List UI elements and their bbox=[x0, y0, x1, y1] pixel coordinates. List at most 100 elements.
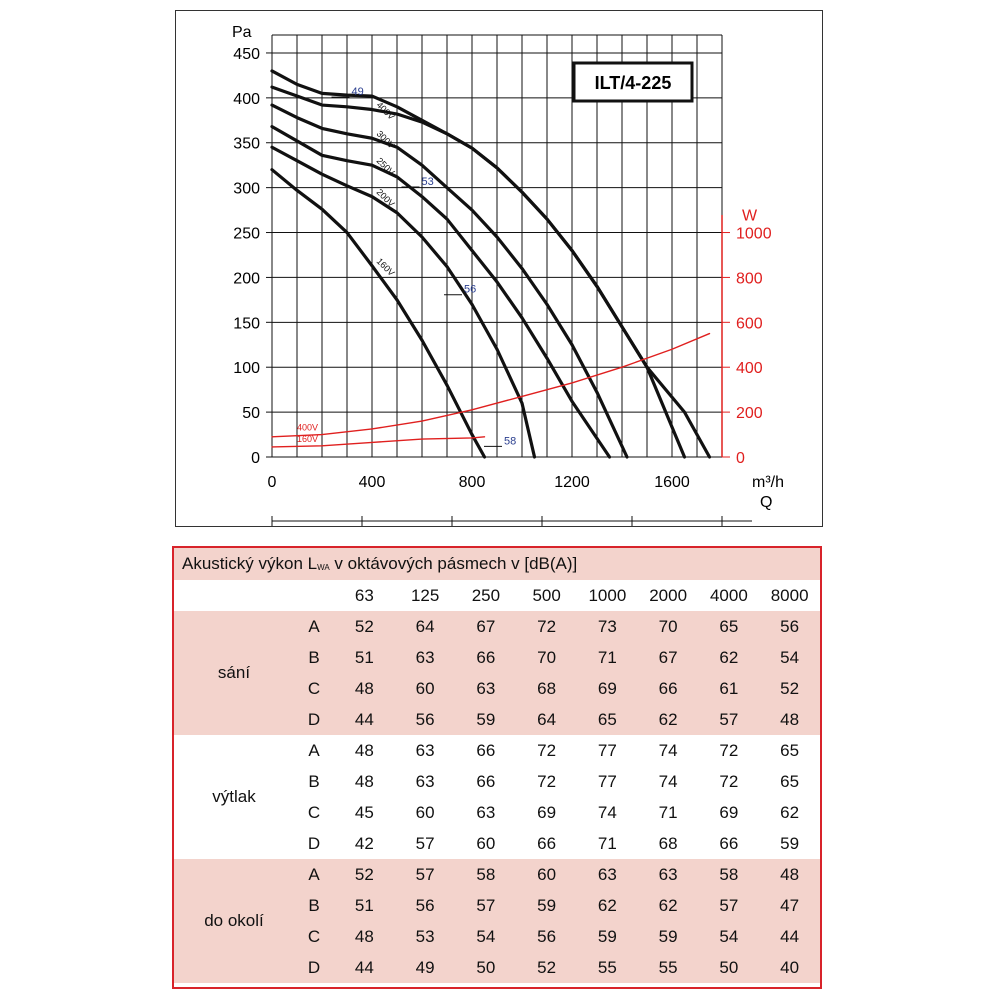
table-row: C 45 60 63 69 74 71 69 62 bbox=[174, 797, 820, 828]
table-cell: 74 bbox=[577, 797, 638, 828]
pressure-curve bbox=[270, 124, 612, 459]
y-axis-label: Pa bbox=[232, 24, 252, 41]
table-cell: 77 bbox=[577, 735, 638, 766]
table-cell: 68 bbox=[637, 828, 699, 859]
header-band: 63 bbox=[334, 580, 395, 611]
y-tick-label: 450 bbox=[233, 46, 260, 63]
efficiency-annotation: 56 bbox=[464, 284, 476, 296]
table-cell: 72 bbox=[516, 766, 577, 797]
table-cell: 70 bbox=[637, 611, 699, 642]
table-cell: 72 bbox=[516, 611, 577, 642]
table-cell: 56 bbox=[394, 704, 456, 735]
table-cell: 67 bbox=[455, 611, 517, 642]
table-cell: 66 bbox=[455, 735, 517, 766]
table-cell: 52 bbox=[759, 673, 820, 704]
table-cell: 71 bbox=[577, 828, 638, 859]
row-id: D bbox=[294, 952, 334, 983]
table-cell: 65 bbox=[759, 766, 820, 797]
header-band: 250 bbox=[455, 580, 517, 611]
table-cell: 57 bbox=[394, 859, 456, 890]
table-cell: 68 bbox=[516, 673, 577, 704]
table-cell: 55 bbox=[577, 952, 638, 983]
header-band: 1000 bbox=[577, 580, 638, 611]
y-tick-label: 400 bbox=[233, 91, 260, 108]
table-cell: 56 bbox=[394, 890, 456, 921]
table-cell: 44 bbox=[334, 952, 395, 983]
row-id: D bbox=[294, 704, 334, 735]
table-cell: 64 bbox=[516, 704, 577, 735]
pressure-curve bbox=[270, 145, 537, 459]
header-spacer bbox=[294, 580, 334, 611]
table-cell: 53 bbox=[394, 921, 456, 952]
table-cell: 66 bbox=[516, 828, 577, 859]
caption-text-rest: v oktávových pásmech v [dB(A)] bbox=[329, 554, 578, 573]
table-cell: 66 bbox=[455, 642, 517, 673]
y2-tick-label: 0 bbox=[736, 450, 745, 467]
row-id: C bbox=[294, 797, 334, 828]
x-tick-label: 1200 bbox=[554, 474, 590, 491]
table-cell: 66 bbox=[698, 828, 760, 859]
table-cell: 62 bbox=[637, 704, 699, 735]
acoustic-table: 63 125 250 500 1000 2000 4000 8000 sání A 52 64 67 72… bbox=[174, 580, 820, 983]
y-tick-label: 50 bbox=[242, 405, 260, 422]
table-row: D 42 57 60 66 71 68 66 59 bbox=[174, 828, 820, 859]
efficiency-annotation: 53 bbox=[422, 176, 434, 188]
table-cell: 70 bbox=[516, 642, 577, 673]
header-band: 500 bbox=[516, 580, 577, 611]
table-cell: 44 bbox=[334, 704, 395, 735]
row-id: B bbox=[294, 766, 334, 797]
row-id: B bbox=[294, 642, 334, 673]
table-cell: 55 bbox=[637, 952, 699, 983]
table-cell: 57 bbox=[698, 890, 760, 921]
table-row: C 48 60 63 68 69 66 61 52 bbox=[174, 673, 820, 704]
table-cell: 63 bbox=[394, 735, 456, 766]
table-cell: 61 bbox=[698, 673, 760, 704]
table-cell: 59 bbox=[637, 921, 699, 952]
table-cell: 57 bbox=[698, 704, 760, 735]
table-cell: 58 bbox=[455, 859, 517, 890]
table-cell: 45 bbox=[334, 797, 395, 828]
table-cell: 59 bbox=[516, 890, 577, 921]
table-cell: 62 bbox=[698, 642, 760, 673]
table-cell: 42 bbox=[334, 828, 395, 859]
series-label: 400V bbox=[297, 423, 318, 433]
table-cell: 63 bbox=[455, 673, 517, 704]
table-cell: 54 bbox=[455, 921, 517, 952]
row-id: C bbox=[294, 673, 334, 704]
x-axis-label: Q bbox=[760, 494, 772, 511]
table-cell: 44 bbox=[759, 921, 820, 952]
pressure-curve bbox=[270, 168, 487, 459]
y-tick-label: 150 bbox=[233, 315, 260, 332]
group-label: do okolí bbox=[174, 859, 294, 983]
series-label: 160V bbox=[297, 434, 318, 444]
fan-curve-chart: 0 50 100 150 200 250 300 350 400 450 Pa 0 400 800 1200… bbox=[232, 24, 784, 526]
table-cell: 51 bbox=[334, 890, 395, 921]
table-cell: 72 bbox=[698, 766, 760, 797]
table-row: D 44 49 50 52 55 55 50 40 bbox=[174, 952, 820, 983]
table-cell: 60 bbox=[516, 859, 577, 890]
table-cell: 50 bbox=[698, 952, 760, 983]
group-label: výtlak bbox=[174, 735, 294, 859]
table-header-row: 63 125 250 500 1000 2000 4000 8000 bbox=[174, 580, 820, 611]
table-cell: 56 bbox=[759, 611, 820, 642]
table-cell: 65 bbox=[577, 704, 638, 735]
table-cell: 73 bbox=[577, 611, 638, 642]
group-label: sání bbox=[174, 611, 294, 735]
chart-title: ILT/4-225 bbox=[595, 73, 672, 93]
row-id: D bbox=[294, 828, 334, 859]
table-cell: 48 bbox=[759, 859, 820, 890]
table-row: B 48 63 66 72 77 74 72 65 bbox=[174, 766, 820, 797]
header-band: 2000 bbox=[637, 580, 699, 611]
x-tick-label: 1600 bbox=[654, 474, 690, 491]
table-cell: 48 bbox=[334, 673, 395, 704]
table-cell: 69 bbox=[577, 673, 638, 704]
acoustic-table-panel: Akustický výkon LWA v oktávových pásmech… bbox=[172, 546, 822, 989]
row-id: A bbox=[294, 859, 334, 890]
header-band: 125 bbox=[394, 580, 456, 611]
table-cell: 58 bbox=[698, 859, 760, 890]
y-tick-label: 300 bbox=[233, 181, 260, 198]
table-cell: 57 bbox=[394, 828, 456, 859]
power-curve bbox=[271, 436, 486, 448]
y-tick-label: 200 bbox=[233, 270, 260, 287]
table-cell: 52 bbox=[516, 952, 577, 983]
